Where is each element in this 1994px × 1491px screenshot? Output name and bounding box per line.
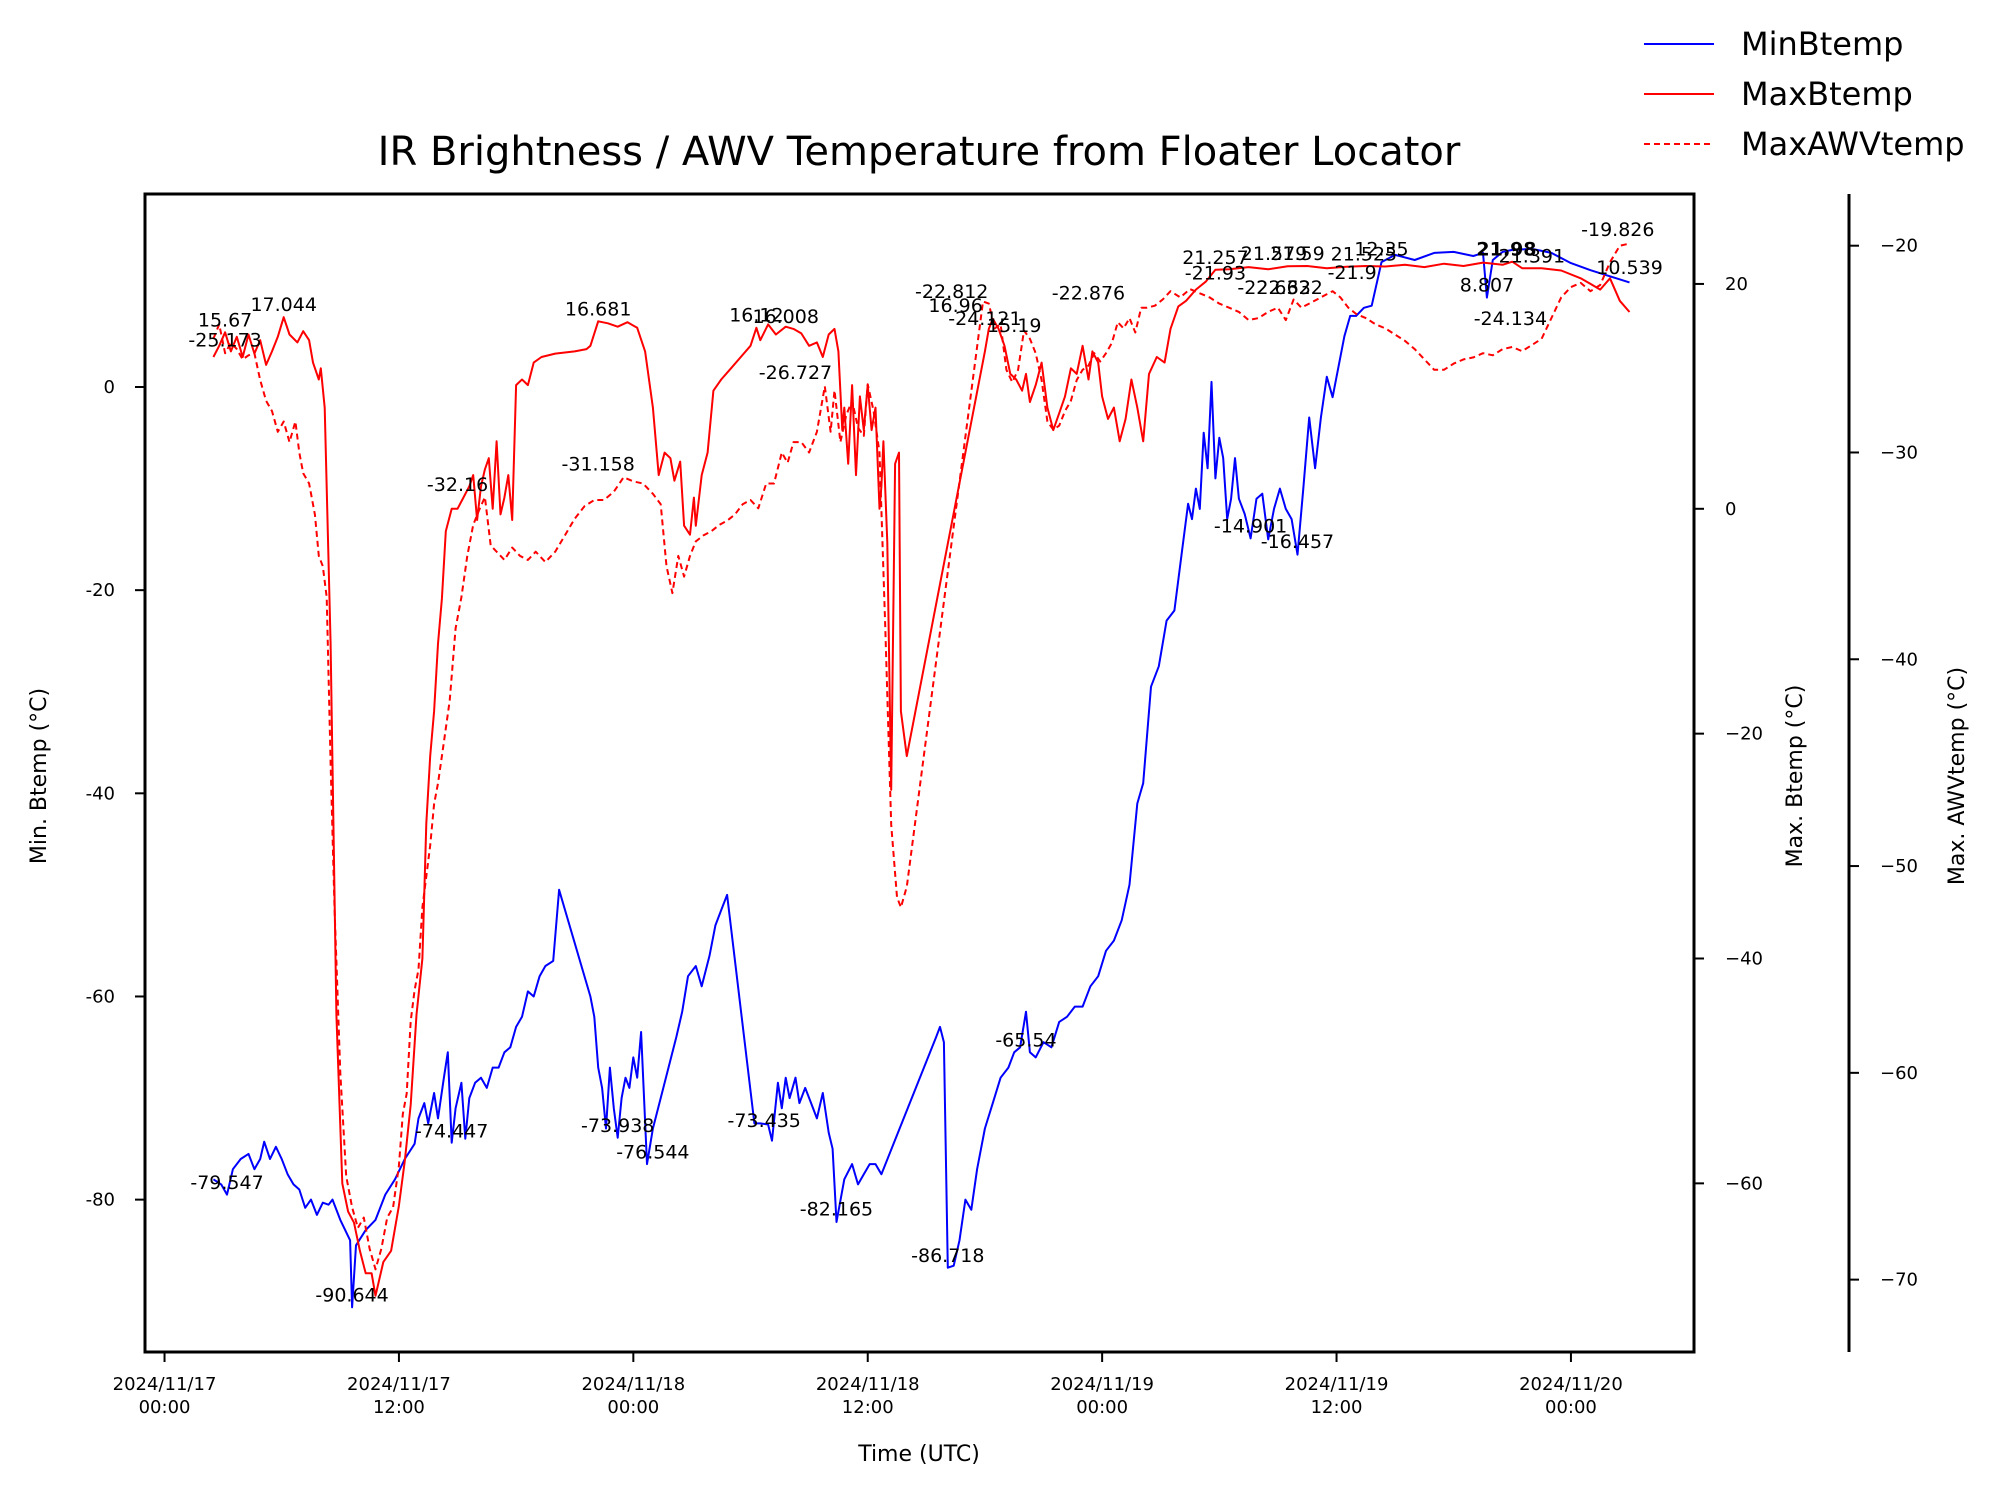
data-label: 15.67 <box>198 310 252 332</box>
data-label: -82.165 <box>800 1199 873 1221</box>
data-label: 10.539 <box>1596 257 1662 279</box>
x-tick-label: 2024/11/17 <box>113 1374 217 1395</box>
x-tick-label: 2024/11/17 <box>347 1374 451 1395</box>
data-label: -74.447 <box>415 1120 488 1142</box>
right-tick-label: −60 <box>1725 1173 1763 1194</box>
data-label: 8.807 <box>1460 275 1514 297</box>
far-right-tick-label: −50 <box>1880 856 1918 877</box>
data-label: 21.579 <box>1241 243 1307 265</box>
data-label: 21.59 <box>1270 243 1324 265</box>
x-tick-label: 00:00 <box>1545 1397 1597 1418</box>
x-axis-label: Time (UTC) <box>857 1442 980 1467</box>
data-label: -21.93 <box>1185 263 1246 285</box>
x-tick-label: 2024/11/18 <box>816 1374 920 1395</box>
data-label: -22.812 <box>915 281 988 303</box>
x-tick-label: 2024/11/19 <box>1050 1374 1154 1395</box>
data-label: 16.12 <box>729 305 783 327</box>
x-tick-label: 00:00 <box>1076 1397 1128 1418</box>
legend-label: MinBtemp <box>1741 25 1903 63</box>
right-tick-label: −40 <box>1725 949 1763 970</box>
data-label: -26.727 <box>759 362 832 384</box>
data-label: -22.632 <box>1237 277 1310 299</box>
data-label: -65.54 <box>995 1030 1056 1052</box>
data-label: -22.876 <box>1052 282 1125 304</box>
data-label: 21.257 <box>1182 247 1248 269</box>
series-group <box>212 242 1631 1309</box>
data-label: -79.547 <box>190 1172 263 1194</box>
x-tick-label: 2024/11/18 <box>581 1374 685 1395</box>
data-label: -73.938 <box>581 1115 654 1137</box>
legend-label: MaxBtemp <box>1741 75 1913 113</box>
right-tick-label: 0 <box>1725 499 1736 520</box>
plot-area <box>212 242 1631 1309</box>
x-tick-label: 2024/11/20 <box>1519 1374 1623 1395</box>
far-right-tick-label: −20 <box>1880 236 1918 257</box>
data-label: 16.681 <box>565 298 631 320</box>
x-tick-label: 00:00 <box>139 1397 191 1418</box>
data-label: -76.544 <box>616 1141 689 1163</box>
x-tick-label: 12:00 <box>373 1397 425 1418</box>
left-tick-label: 0 <box>104 377 115 398</box>
right-axis-label: Max. Btemp (°C) <box>1783 685 1808 868</box>
data-label: 16.96 <box>928 295 982 317</box>
far-right-tick-label: −30 <box>1880 442 1918 463</box>
data-label: -86.718 <box>911 1245 984 1267</box>
far-right-tick-label: −70 <box>1880 1270 1918 1291</box>
far-right-tick-label: −60 <box>1880 1063 1918 1084</box>
plot-frame <box>143 192 1696 1354</box>
left-tick-label: -80 <box>86 1190 115 1211</box>
data-label: -31.158 <box>562 453 635 475</box>
data-label: 21.391 <box>1499 245 1565 267</box>
legend: MinBtemp MaxBtemp MaxAWVtemp <box>1644 25 1965 163</box>
data-label: 21.98 <box>1476 239 1536 261</box>
data-label: -90.644 <box>315 1285 388 1307</box>
left-tick-label: -60 <box>86 986 115 1007</box>
left-tick-label: -40 <box>86 783 115 804</box>
left-tick-label: -20 <box>86 580 115 601</box>
far-right-tick-label: −40 <box>1880 649 1918 670</box>
data-label: 22.632 <box>1256 277 1322 299</box>
data-label: -19.826 <box>1581 219 1654 241</box>
data-label: 17.044 <box>250 294 316 316</box>
series-line-minbtemp <box>212 247 1630 1309</box>
axes-layer: 2024/11/1700:002024/11/1712:002024/11/18… <box>86 192 1918 1418</box>
legend-label: MaxAWVtemp <box>1741 125 1965 163</box>
x-tick-label: 12:00 <box>1311 1397 1363 1418</box>
data-label: -73.435 <box>728 1110 801 1132</box>
x-tick-label: 12:00 <box>842 1397 894 1418</box>
x-tick-label: 00:00 <box>607 1397 659 1418</box>
far-right-axis-label: Max. AWVtemp (°C) <box>1945 667 1970 885</box>
data-label: -24.121 <box>948 308 1021 330</box>
series-line-maxbtemp <box>212 260 1631 1297</box>
data-label: -21.9 <box>1328 262 1377 284</box>
data-label: 21.525 <box>1331 244 1397 266</box>
data-label: 16.008 <box>752 306 818 328</box>
data-label: -32.16 <box>427 474 488 496</box>
chart-title: IR Brightness / AWV Temperature from Flo… <box>378 129 1461 175</box>
data-label: 12.35 <box>1354 239 1408 261</box>
data-label: 15.19 <box>987 315 1041 337</box>
x-tick-label: 2024/11/19 <box>1285 1374 1389 1395</box>
left-axis-label: Min. Btemp (°C) <box>27 688 52 864</box>
right-tick-label: 20 <box>1725 274 1748 295</box>
right-tick-label: −20 <box>1725 724 1763 745</box>
series-line-maxawvtemp <box>212 242 1630 1271</box>
data-label: -25.173 <box>188 330 261 352</box>
data-label: -24.134 <box>1474 308 1547 330</box>
data-label: -14.901 <box>1214 515 1287 537</box>
data-label: -16.457 <box>1261 531 1334 553</box>
